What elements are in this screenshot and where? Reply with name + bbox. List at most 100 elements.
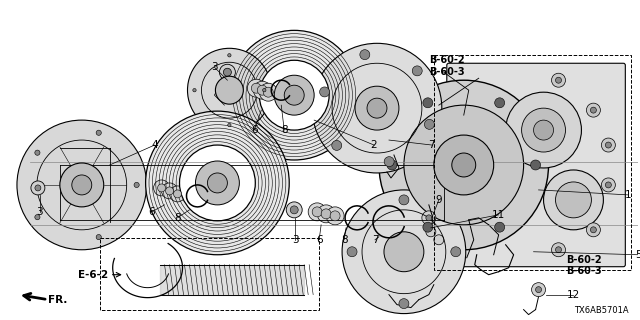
Circle shape xyxy=(286,202,302,218)
Circle shape xyxy=(424,119,435,129)
Text: 12: 12 xyxy=(567,290,580,300)
Circle shape xyxy=(312,207,322,217)
Circle shape xyxy=(379,80,548,250)
Text: TX6AB5701A: TX6AB5701A xyxy=(573,306,628,315)
Circle shape xyxy=(451,247,461,257)
Text: 11: 11 xyxy=(492,210,506,220)
Circle shape xyxy=(263,87,273,97)
Circle shape xyxy=(257,85,268,95)
Circle shape xyxy=(347,247,357,257)
Text: 7: 7 xyxy=(372,235,378,245)
Circle shape xyxy=(552,73,566,87)
Circle shape xyxy=(195,161,239,205)
Circle shape xyxy=(426,227,436,237)
Circle shape xyxy=(228,54,231,57)
Circle shape xyxy=(586,103,600,117)
Circle shape xyxy=(332,140,342,150)
Circle shape xyxy=(404,105,524,225)
Circle shape xyxy=(308,203,326,221)
Text: 4: 4 xyxy=(151,140,158,150)
Circle shape xyxy=(134,182,140,188)
Circle shape xyxy=(207,173,227,193)
Circle shape xyxy=(552,243,566,257)
Circle shape xyxy=(605,142,611,148)
Circle shape xyxy=(602,178,615,192)
Circle shape xyxy=(259,83,277,101)
Circle shape xyxy=(35,215,40,220)
Circle shape xyxy=(253,81,271,99)
Circle shape xyxy=(319,87,330,97)
FancyBboxPatch shape xyxy=(447,63,625,267)
Circle shape xyxy=(259,60,329,130)
Text: 8: 8 xyxy=(174,213,181,223)
Text: 7: 7 xyxy=(429,140,435,150)
Text: 3: 3 xyxy=(211,62,218,72)
Circle shape xyxy=(96,130,101,135)
Circle shape xyxy=(452,153,476,177)
Circle shape xyxy=(422,211,436,225)
Circle shape xyxy=(355,86,399,130)
Circle shape xyxy=(326,207,344,225)
Circle shape xyxy=(173,190,182,198)
Circle shape xyxy=(96,235,101,240)
Circle shape xyxy=(229,30,359,160)
Circle shape xyxy=(434,235,444,245)
Circle shape xyxy=(586,223,600,237)
Text: 2: 2 xyxy=(371,140,378,150)
Text: 9: 9 xyxy=(435,195,442,205)
Text: B-60-2
B-60-3: B-60-2 B-60-3 xyxy=(429,55,465,77)
Circle shape xyxy=(170,186,186,202)
Circle shape xyxy=(531,160,541,170)
Circle shape xyxy=(342,190,466,314)
Circle shape xyxy=(591,227,596,233)
Text: B-60-2
B-60-3: B-60-2 B-60-3 xyxy=(566,255,602,276)
Circle shape xyxy=(506,92,582,168)
Circle shape xyxy=(384,232,424,272)
Circle shape xyxy=(534,120,554,140)
Circle shape xyxy=(193,89,196,92)
Circle shape xyxy=(188,48,271,132)
Circle shape xyxy=(262,89,266,92)
Circle shape xyxy=(536,287,541,293)
Circle shape xyxy=(384,156,394,167)
Text: 3: 3 xyxy=(292,235,298,245)
Circle shape xyxy=(522,108,566,152)
Circle shape xyxy=(290,206,298,214)
Circle shape xyxy=(35,185,41,191)
Circle shape xyxy=(179,145,255,221)
Circle shape xyxy=(495,98,505,108)
Text: 1: 1 xyxy=(625,190,632,200)
Circle shape xyxy=(166,187,173,195)
Text: 8: 8 xyxy=(340,235,348,245)
Text: 3: 3 xyxy=(36,207,44,217)
Circle shape xyxy=(543,170,604,230)
Circle shape xyxy=(387,160,397,170)
Circle shape xyxy=(275,75,314,115)
Circle shape xyxy=(426,215,432,221)
Circle shape xyxy=(495,222,505,232)
Circle shape xyxy=(532,283,545,297)
Text: 6: 6 xyxy=(316,235,323,245)
Circle shape xyxy=(154,180,170,196)
Circle shape xyxy=(31,181,45,195)
Circle shape xyxy=(360,50,370,60)
Circle shape xyxy=(72,175,92,195)
Circle shape xyxy=(157,184,166,192)
Circle shape xyxy=(605,182,611,188)
Text: FR.: FR. xyxy=(48,295,68,305)
Circle shape xyxy=(556,247,561,253)
Text: 6: 6 xyxy=(251,125,258,135)
Circle shape xyxy=(367,98,387,118)
Circle shape xyxy=(434,135,493,195)
Circle shape xyxy=(216,76,243,104)
Circle shape xyxy=(556,77,561,83)
Text: E-6-2: E-6-2 xyxy=(77,270,108,280)
Circle shape xyxy=(423,222,433,232)
Circle shape xyxy=(252,83,261,93)
Circle shape xyxy=(591,107,596,113)
Circle shape xyxy=(556,182,591,218)
Text: 5: 5 xyxy=(635,250,640,260)
Circle shape xyxy=(399,299,409,308)
Circle shape xyxy=(330,211,340,221)
Circle shape xyxy=(146,111,289,255)
